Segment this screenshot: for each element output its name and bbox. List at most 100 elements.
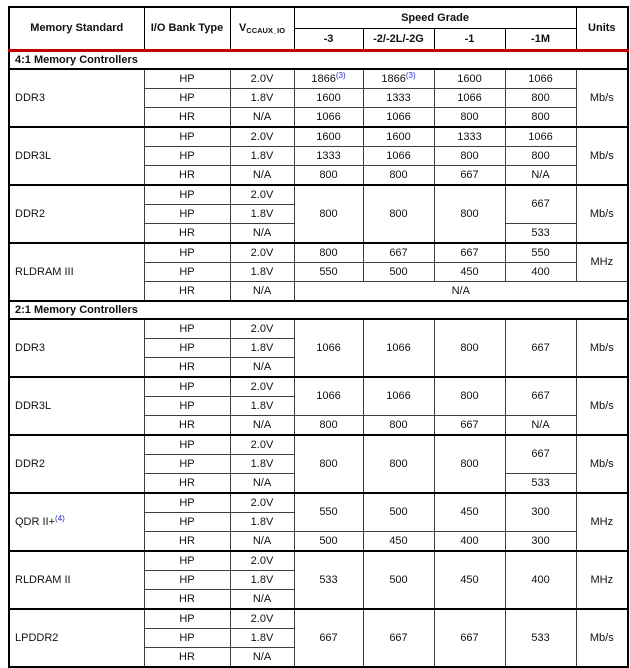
vcc-cell: 1.8V <box>229 512 295 532</box>
bank-type-cell: HR <box>143 165 231 186</box>
bank-type-cell: HP <box>143 126 231 147</box>
vcc-cell: 2.0V <box>229 126 295 147</box>
vcc-cell: 2.0V <box>229 184 295 205</box>
speed-cell: 500 <box>362 262 435 282</box>
units-cell: Mb/s <box>575 126 629 186</box>
vcc-cell: N/A <box>229 589 295 610</box>
table-row: HR N/A 800 800 667 N/A <box>9 415 628 436</box>
speed-cell: 1333 <box>293 146 364 166</box>
speed-cell: 450 <box>433 492 506 532</box>
bank-type-cell: HP <box>143 454 231 474</box>
section-title: 4:1 Memory Controllers <box>8 49 629 70</box>
header-grade-2: -2/-2L/-2G <box>362 28 435 51</box>
speed-cell: 667 <box>433 415 506 436</box>
speed-cell: 450 <box>433 262 506 282</box>
speed-cell: N/A <box>504 165 577 186</box>
header-io-bank-type: I/O Bank Type <box>143 6 231 51</box>
vcc-cell: N/A <box>229 357 295 378</box>
footnote-link[interactable]: (4) <box>55 513 65 523</box>
speed-cell: 1066 <box>293 318 364 378</box>
speed-cell: 1066 <box>362 107 435 128</box>
footnote-link[interactable]: (3) <box>335 70 346 80</box>
vcc-cell: 2.0V <box>229 550 295 571</box>
vcc-cell: N/A <box>229 647 295 668</box>
speed-cell: 1066 <box>362 146 435 166</box>
memory-standard-cell: DDR3L <box>8 126 145 186</box>
footnote-link[interactable]: (3) <box>405 70 416 80</box>
speed-cell: 667 <box>504 434 577 474</box>
memory-standard-cell: QDR II+(4) <box>8 492 145 552</box>
table-row: HP 1.8V <box>9 338 628 358</box>
vcc-cell: N/A <box>229 223 295 244</box>
bank-type-cell: HP <box>143 68 231 89</box>
bank-type-cell: HR <box>143 473 231 494</box>
table-row: HP 1.8V 1600 1333 1066 800 <box>9 88 628 108</box>
units-cell: MHz <box>575 550 629 610</box>
bank-type-cell: HP <box>143 512 231 532</box>
speed-cell: N/A <box>504 415 577 436</box>
speed-cell: 400 <box>504 262 577 282</box>
table-row: HP 1.8V <box>9 512 628 532</box>
vcc-cell: N/A <box>229 281 295 302</box>
speed-cell: 550 <box>504 242 577 263</box>
table-row: DDR3 HP 2.0V 1866(3) 1866(3) 1600 1066 M… <box>8 68 629 128</box>
speed-cell: 800 <box>362 434 435 494</box>
speed-cell: 667 <box>433 165 506 186</box>
bank-type-cell: HP <box>143 242 231 263</box>
memory-standard-cell: DDR3 <box>8 68 145 128</box>
speed-cell: 1066 <box>293 376 364 416</box>
bank-type-cell: HP <box>143 608 231 629</box>
vcc-cell: 1.8V <box>229 396 295 416</box>
table-row: DDR2 HP 2.0V 800 800 800 667 Mb/s <box>8 434 629 494</box>
vcc-cell: 2.0V <box>229 68 295 89</box>
table-row: HP 1.8V <box>9 204 628 224</box>
section-header-21: 2:1 Memory Controllers <box>8 300 629 320</box>
header-memory-standard: Memory Standard <box>8 6 145 51</box>
vcc-cell: 1.8V <box>229 262 295 282</box>
table-row: HR N/A N/A <box>9 281 629 302</box>
speed-cell: 1333 <box>433 126 506 147</box>
vcc-cell: 2.0V <box>229 434 295 455</box>
datasheet-page: Memory Standard I/O Bank Type VCCAUX_IO … <box>8 6 630 668</box>
vcc-cell: N/A <box>229 107 295 128</box>
vcc-cell: 2.0V <box>229 318 295 339</box>
speed-cell: 450 <box>362 531 435 552</box>
section-header-41: 4:1 Memory Controllers <box>8 49 629 70</box>
bank-type-cell: HP <box>143 434 231 455</box>
bank-type-cell: HP <box>143 88 231 108</box>
speed-cell: 800 <box>362 184 435 244</box>
bank-type-cell: HR <box>143 589 231 610</box>
units-cell: MHz <box>575 492 629 552</box>
speed-cell: 800 <box>433 107 506 128</box>
header-vccaux-io: VCCAUX_IO <box>229 6 295 51</box>
bank-type-cell: HR <box>143 223 231 244</box>
table-row: HP 1.8V 550 500 450 400 <box>9 262 628 282</box>
vcc-cell: 1.8V <box>229 628 295 648</box>
header-grade-3: -3 <box>293 28 364 51</box>
speed-cell: 800 <box>362 415 435 436</box>
speed-cell: 800 <box>293 165 364 186</box>
vcc-cell: 1.8V <box>229 570 295 590</box>
speed-cell: 1600 <box>293 88 364 108</box>
table-row: RLDRAM III HP 2.0V 800 667 667 550 MHz <box>8 242 629 302</box>
memory-standard-cell: RLDRAM III <box>8 242 145 302</box>
speed-cell: 800 <box>433 146 506 166</box>
speed-cell: 800 <box>293 415 364 436</box>
speed-cell: 800 <box>362 165 435 186</box>
vcc-cell: 1.8V <box>229 204 295 224</box>
vcc-cell: 1.8V <box>229 146 295 166</box>
table-row: HR N/A 533 <box>9 223 628 244</box>
bank-type-cell: HP <box>143 262 231 282</box>
memory-standard-cell: DDR3L <box>8 376 145 436</box>
speed-cell: 667 <box>433 242 506 263</box>
units-cell: Mb/s <box>575 184 629 244</box>
table-row: HR N/A 533 <box>9 473 628 494</box>
speed-cell: 500 <box>362 492 435 532</box>
vcc-cell: 2.0V <box>229 242 295 263</box>
memory-standard-cell: DDR2 <box>8 184 145 244</box>
speed-cell: 1600 <box>362 126 435 147</box>
bank-type-cell: HR <box>143 281 231 302</box>
speed-cell: 400 <box>504 550 577 610</box>
speed-cell: 667 <box>293 608 364 668</box>
speed-cell: 400 <box>433 531 506 552</box>
